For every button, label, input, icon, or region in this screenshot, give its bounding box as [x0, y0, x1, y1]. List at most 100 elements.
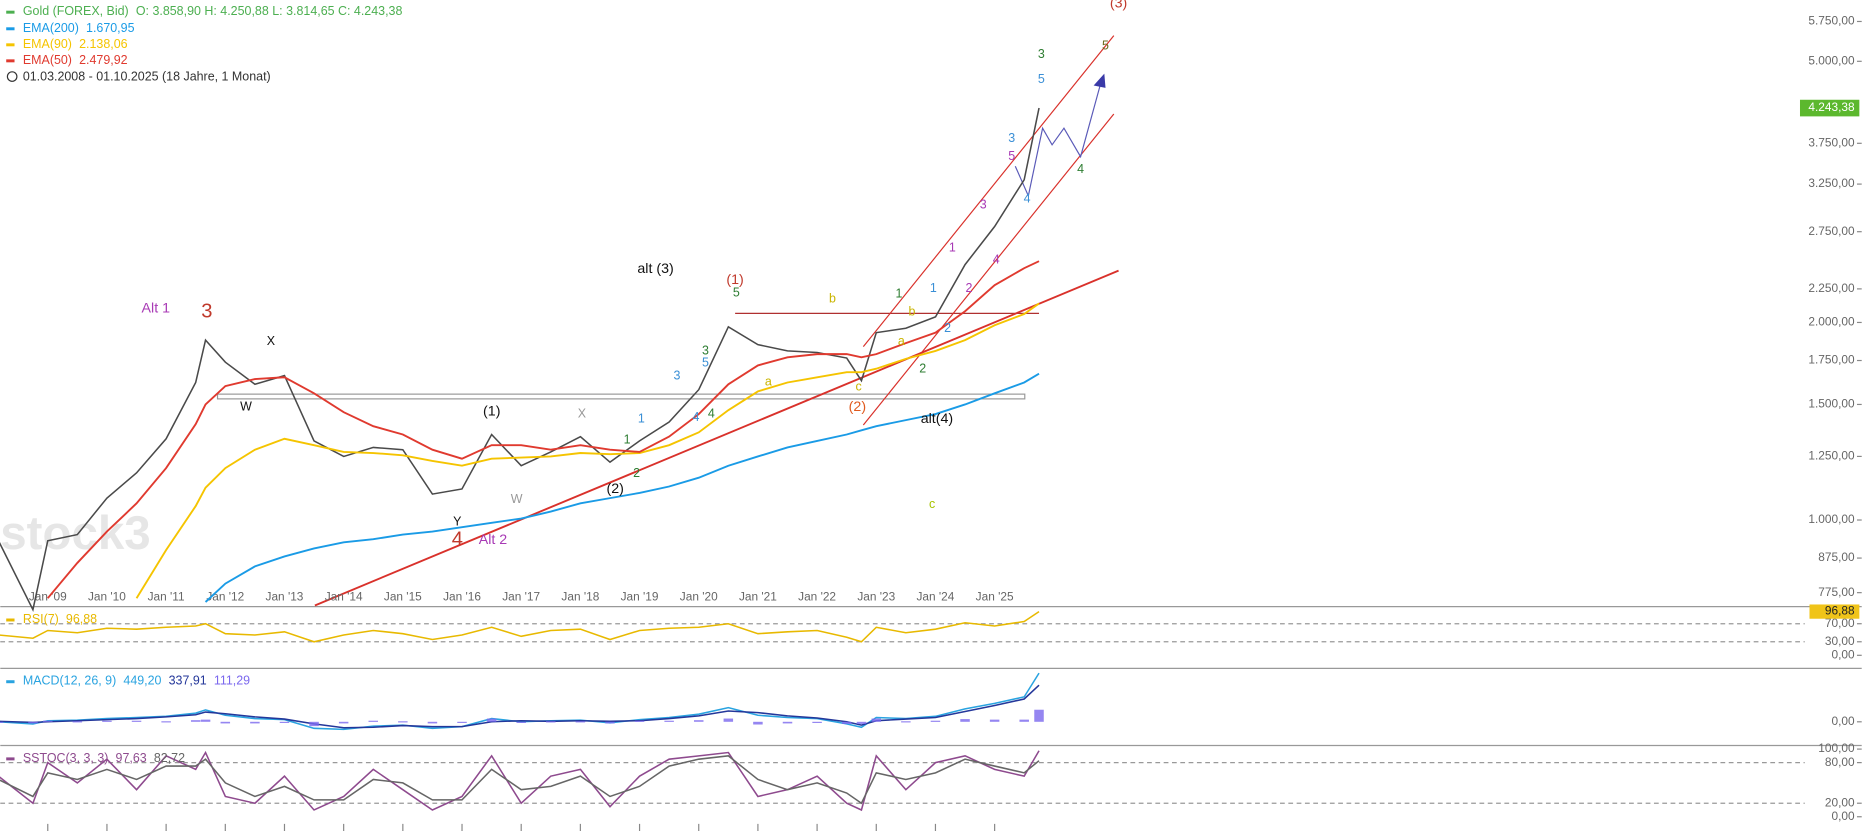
x-tick-label: Jan '19: [621, 589, 659, 603]
y-tick-label: 3.750,00: [1808, 135, 1855, 149]
watermark: stock3: [0, 507, 150, 560]
wave-label: 1: [624, 433, 631, 447]
wave-label: alt (3): [637, 261, 673, 277]
wave-label: a: [765, 375, 772, 389]
projection-path: [1014, 82, 1102, 198]
wave-label: (2): [607, 481, 624, 497]
legend-marker: [6, 618, 15, 622]
price-label-box: [1799, 99, 1860, 117]
x-tick-label: Jan '20: [680, 589, 718, 603]
histogram-bar: [220, 721, 231, 724]
legend-value: 111,29: [214, 674, 250, 688]
wave-label: 5: [702, 356, 709, 370]
wave-label: Y: [453, 515, 462, 529]
histogram-bar: [1019, 719, 1029, 722]
series-line: [0, 107, 1040, 613]
wave-label: c: [855, 379, 861, 393]
histogram-bar: [782, 721, 793, 724]
chart-title: Gold (FOREX, Bid): [23, 4, 129, 18]
y-tick-label: 1.750,00: [1808, 353, 1855, 367]
histogram-bar: [901, 721, 911, 723]
histogram-bar: [664, 720, 674, 722]
histogram-bar: [605, 721, 615, 724]
wave-label: 4: [993, 252, 1000, 266]
legend-value: 2.479,92: [79, 53, 128, 67]
y-tick-label: 30,00: [1825, 634, 1855, 648]
series-line: [0, 750, 1040, 812]
legend-value: 96,88: [66, 612, 97, 626]
legend-marker: [6, 10, 15, 14]
wave-label: W: [240, 399, 252, 413]
legend-marker: [6, 27, 15, 31]
wave-label: 2: [919, 361, 926, 375]
wave-label: (2): [849, 399, 866, 415]
wave-label: b: [829, 291, 836, 305]
y-tick-label: 1.250,00: [1808, 449, 1855, 463]
histogram-bar: [28, 721, 38, 724]
legend-name: SSTOC(3, 3, 3): [23, 751, 109, 765]
histogram-bar: [871, 718, 882, 722]
series-line: [47, 260, 1040, 599]
series-line: [135, 302, 1040, 599]
histogram-bar: [279, 721, 290, 723]
clock-icon: [6, 71, 18, 82]
wave-label: 4: [692, 410, 699, 424]
wave-label: 2: [966, 281, 973, 295]
series-line: [0, 684, 1040, 729]
date-range: 01.03.2008 - 01.10.2025 (18 Jahre, 1 Mon…: [23, 69, 271, 83]
legend-name: EMA(90): [23, 37, 72, 51]
y-tick-label: 80,00: [1825, 755, 1855, 769]
legend-marker: [6, 59, 15, 63]
histogram-bar: [960, 719, 970, 722]
series-line: [0, 610, 1040, 643]
x-tick-label: Jan '21: [739, 589, 777, 603]
histogram-bar: [72, 721, 83, 723]
wave-label: 3: [1038, 47, 1045, 61]
histogram-bar: [812, 721, 822, 723]
wave-label: c: [929, 497, 935, 511]
wave-label: (1): [726, 272, 743, 288]
wave-label: 4: [1077, 162, 1084, 176]
wave-label: 2: [633, 466, 640, 480]
y-tick-label: 875,00: [1818, 550, 1855, 564]
histogram-bar: [0, 721, 4, 723]
histogram-bar: [753, 721, 763, 725]
histogram-bar: [546, 721, 556, 723]
y-tick-label: 70,00: [1825, 616, 1855, 630]
support-zone: [216, 393, 1026, 400]
wave-label: 1: [949, 240, 956, 254]
wave-label: 5: [733, 286, 740, 300]
wave-label: 3: [980, 198, 987, 212]
channel-upper: [862, 35, 1115, 348]
histogram-bar: [250, 721, 260, 724]
legend-value: 449,20: [123, 674, 161, 688]
wave-label: 1: [895, 287, 902, 301]
histogram-bar: [634, 720, 645, 722]
wave-label: 4: [452, 528, 463, 550]
rsi-label: 96,88: [1825, 604, 1855, 618]
legend-name: MACD(12, 26, 9): [23, 674, 116, 688]
wave-label: 3: [201, 301, 212, 323]
x-tick-label: Jan '13: [266, 589, 304, 603]
wave-label: X: [267, 334, 276, 348]
histogram-bar: [200, 719, 211, 722]
x-tick-label: Jan '14: [325, 589, 363, 603]
y-tick-label: 5.000,00: [1808, 53, 1855, 67]
legend-value: 82,72: [154, 751, 185, 765]
wave-label: 3: [1008, 131, 1015, 145]
histogram-bar: [693, 720, 704, 722]
series-line: [0, 755, 1040, 805]
wave-label: Alt 2: [479, 532, 508, 548]
legend-value: 1.670,95: [86, 21, 135, 35]
histogram-bar: [368, 720, 378, 722]
histogram-bar: [575, 721, 586, 723]
wave-label: 3: [702, 344, 709, 358]
histogram-bar: [989, 719, 1000, 722]
legend-marker: [6, 680, 15, 684]
wave-label: alt(4): [921, 411, 953, 427]
y-tick-label: 2.250,00: [1808, 281, 1855, 295]
wave-label: (3): [1110, 0, 1127, 11]
y-tick-label: 5.750,00: [1808, 14, 1855, 28]
drawings: [216, 35, 1119, 607]
legend-name: RSI(7): [23, 612, 59, 626]
